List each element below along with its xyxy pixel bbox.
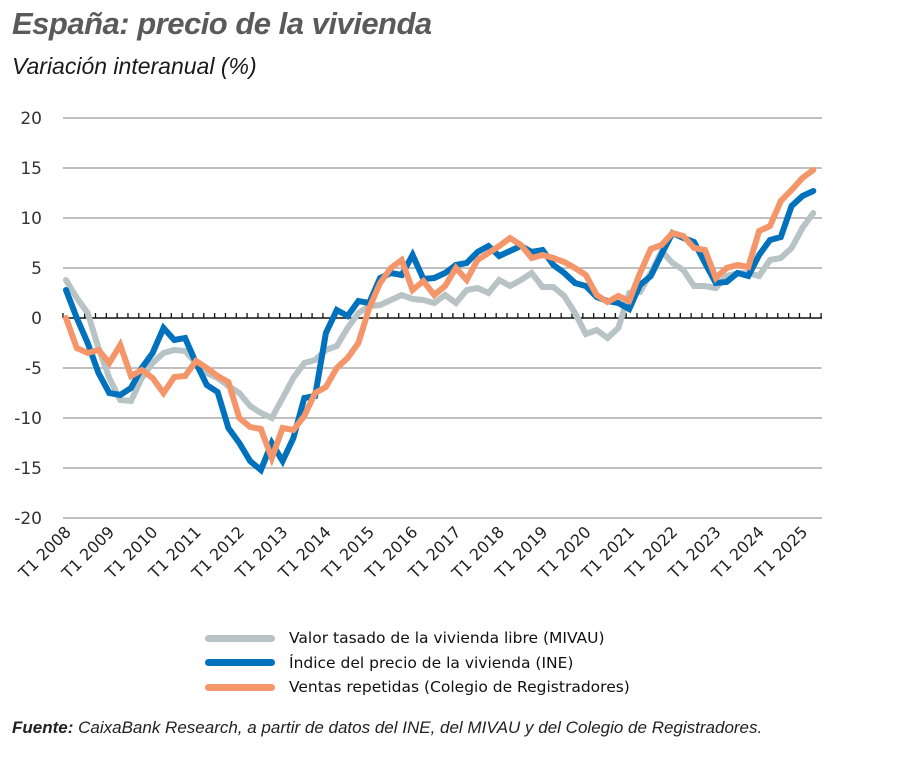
chart-subtitle: Variación interanual (%) (12, 53, 257, 79)
y-tick-label: 5 (31, 259, 42, 279)
legend-label: Ventas repetidas (Colegio de Registrador… (289, 678, 630, 697)
y-tick-label: 15 (20, 159, 42, 179)
series-registradores (63, 167, 817, 467)
chart-title: España: precio de la vivienda (12, 6, 432, 41)
y-tick-label: -5 (25, 359, 42, 379)
series-mivau (63, 210, 817, 422)
source-note: Fuente: CaixaBank Research, a partir de … (12, 718, 762, 738)
legend-label: Valor tasado de la vivienda libre (MIVAU… (289, 629, 605, 648)
series-ine (63, 188, 817, 475)
legend-swatch-mivau (205, 634, 275, 642)
y-tick-label: 0 (31, 309, 42, 329)
y-tick-label: -15 (14, 459, 42, 479)
source-text: CaixaBank Research, a partir de datos de… (73, 718, 763, 737)
y-tick-label: 10 (20, 209, 42, 229)
legend-item-registradores: Ventas repetidas (Colegio de Registrador… (205, 675, 630, 700)
y-tick-label: -10 (14, 409, 42, 429)
legend: Valor tasado de la vivienda libre (MIVAU… (205, 626, 630, 700)
legend-item-mivau: Valor tasado de la vivienda libre (MIVAU… (205, 626, 630, 651)
y-axis-ticks: 20 15 10 5 0 -5 -10 -15 -20 (14, 109, 42, 529)
legend-item-ine: Índice del precio de la vivienda (INE) (205, 651, 630, 676)
source-label: Fuente: (12, 718, 74, 737)
data-series (63, 167, 817, 475)
x-axis (62, 313, 822, 319)
y-tick-label: 20 (20, 109, 42, 129)
legend-swatch-ine (205, 659, 275, 667)
y-tick-label: -20 (14, 509, 42, 529)
legend-swatch-registradores (205, 683, 275, 691)
legend-label: Índice del precio de la vivienda (INE) (289, 653, 574, 672)
